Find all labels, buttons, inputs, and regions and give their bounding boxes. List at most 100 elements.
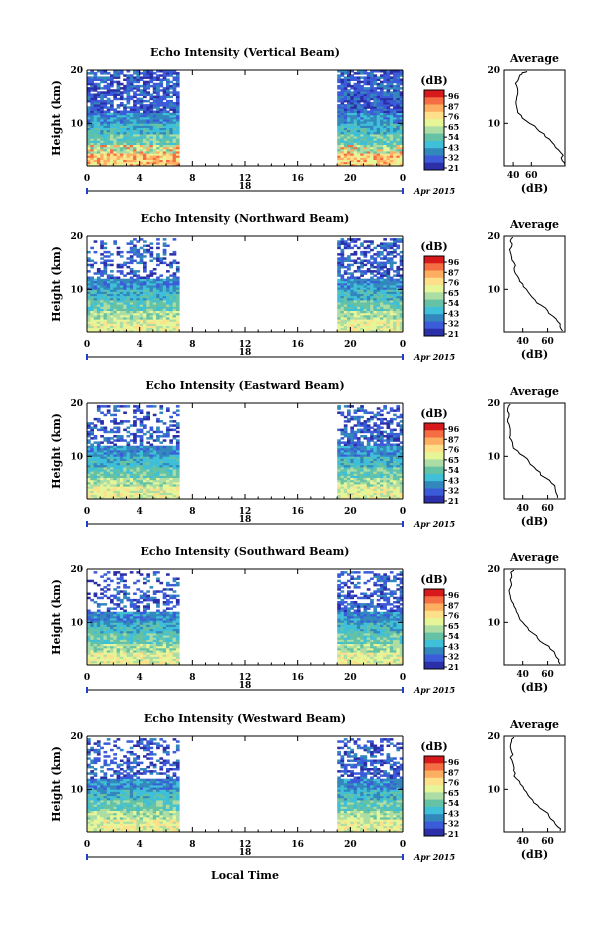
- heatmap-cell: [156, 97, 160, 101]
- heatmap-cell: [129, 268, 134, 271]
- heatmap-cell: [162, 127, 167, 131]
- heatmap-cell: [356, 327, 361, 331]
- heatmap-cell: [90, 112, 94, 116]
- heatmap-cell: [90, 327, 94, 331]
- heatmap-cell: [123, 121, 127, 124]
- heatmap-cell: [100, 310, 104, 314]
- heatmap-cell: [353, 486, 358, 489]
- heatmap-cell: [363, 464, 368, 468]
- heatmap-cell: [126, 153, 131, 156]
- heatmap-cell: [136, 300, 141, 303]
- heatmap-cell: [139, 317, 144, 320]
- heatmap-cell: [126, 321, 131, 324]
- heatmap-cell: [396, 93, 401, 96]
- heatmap-cell: [366, 114, 371, 118]
- heatmap-cell: [113, 325, 117, 329]
- heatmap-cell: [103, 78, 108, 81]
- heatmap-cell: [396, 274, 401, 277]
- heatmap-cell: [129, 295, 134, 299]
- heatmap-cell: [166, 308, 170, 311]
- heatmap-cell: [159, 297, 164, 301]
- heatmap-cell: [383, 492, 387, 496]
- heatmap-cell: [156, 325, 160, 329]
- heatmap-cell: [129, 80, 134, 84]
- heatmap-cell: [90, 486, 94, 489]
- heatmap-cell: [103, 306, 108, 309]
- heatmap-cell: [169, 119, 173, 122]
- heatmap-cell: [90, 323, 94, 326]
- heatmap-cell: [386, 244, 391, 247]
- heatmap-cell: [143, 110, 147, 113]
- heatmap-cell: [376, 125, 381, 128]
- heatmap-cell: [363, 246, 368, 250]
- heatmap-cell: [340, 319, 345, 322]
- heatmap-cell: [169, 125, 173, 128]
- heatmap-cell: [90, 293, 94, 297]
- heatmap-cell: [162, 445, 167, 449]
- heatmap-cell: [133, 325, 137, 329]
- heatmap-cell: [343, 140, 348, 143]
- heatmap-cell: [113, 475, 117, 478]
- heatmap-cell: [376, 458, 381, 461]
- heatmap-cell: [90, 295, 94, 299]
- heatmap-cell: [103, 475, 108, 478]
- heatmap-cell: [139, 479, 144, 483]
- heatmap-cell: [337, 148, 341, 152]
- heatmap-cell: [162, 471, 167, 474]
- heatmap-cell: [119, 325, 124, 329]
- heatmap-cell: [350, 263, 354, 267]
- heatmap-cell: [146, 494, 150, 498]
- heatmap-cell: [133, 477, 137, 481]
- heatmap-cell: [363, 104, 368, 107]
- heatmap-cell: [149, 246, 154, 250]
- heatmap-cell: [383, 479, 387, 483]
- heatmap-cell: [396, 306, 401, 309]
- heatmap-cell: [172, 129, 177, 133]
- heatmap-cell: [90, 276, 94, 279]
- heatmap-cell: [340, 72, 345, 75]
- heatmap-cell: [337, 87, 341, 90]
- heatmap-cell: [366, 78, 371, 81]
- heatmap-cell: [340, 89, 345, 92]
- heatmap-cell: [156, 153, 160, 156]
- heatmap-cell: [166, 287, 170, 290]
- heatmap-cell: [136, 462, 141, 466]
- heatmap-cell: [356, 486, 361, 489]
- heatmap-cell: [175, 110, 180, 113]
- heatmap-cell: [119, 250, 124, 254]
- heatmap-cell: [363, 297, 368, 301]
- heatmap-cell: [166, 136, 170, 139]
- heatmap-cell: [129, 479, 134, 483]
- heatmap-cell: [383, 287, 387, 290]
- heatmap-cell: [96, 285, 101, 288]
- heatmap-cell: [100, 76, 104, 79]
- heatmap-cell: [356, 148, 361, 152]
- heatmap-cell: [116, 319, 121, 322]
- heatmap-cell: [166, 104, 170, 107]
- heatmap-cell: [119, 490, 124, 493]
- heatmap-cell: [123, 300, 127, 303]
- heatmap-cell: [347, 242, 351, 245]
- heatmap-cell: [139, 142, 144, 145]
- heatmap-cell: [106, 136, 111, 139]
- heatmap-cell: [96, 278, 101, 282]
- heatmap-cell: [96, 293, 101, 297]
- heatmap-cell: [93, 93, 98, 96]
- heatmap-cell: [136, 490, 141, 493]
- heatmap-cell: [399, 104, 404, 107]
- heatmap-cell: [152, 136, 157, 139]
- heatmap-cell: [106, 159, 111, 163]
- heatmap-cell: [393, 479, 397, 483]
- heatmap-cell: [87, 456, 91, 459]
- heatmap-cell: [126, 282, 131, 286]
- heatmap-cell: [110, 458, 114, 461]
- heatmap-cell: [337, 449, 341, 453]
- heatmap-cell: [119, 278, 124, 282]
- heatmap-cell: [113, 121, 117, 124]
- heatmap-cell: [156, 312, 160, 316]
- heatmap-cell: [113, 140, 117, 143]
- heatmap-cell: [389, 91, 394, 94]
- heatmap-cell: [370, 106, 374, 109]
- heatmap-cell: [146, 317, 150, 320]
- heatmap-cell: [159, 144, 164, 148]
